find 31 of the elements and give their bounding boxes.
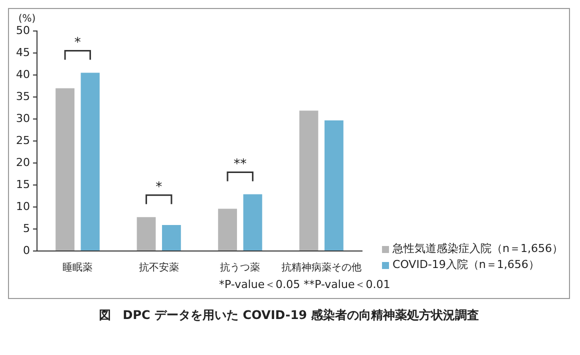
legend-label: COVID-19入院（n＝1,656）	[392, 257, 540, 273]
annotation: *	[156, 180, 163, 195]
bar	[243, 194, 262, 250]
y-tick-label: 20	[16, 156, 30, 169]
y-tick-label: 50	[16, 24, 30, 37]
bar	[299, 110, 318, 250]
text: 図 DPC データを用いた COVID-19 感染者の向精神薬処方状況調査	[98, 307, 480, 324]
x-tick-label: 抗不安薬	[138, 262, 179, 274]
bar	[324, 120, 344, 250]
y-tick-label: 45	[16, 46, 30, 59]
bar	[162, 225, 181, 250]
y-tick-label: 40	[16, 68, 30, 81]
bar	[136, 217, 156, 250]
annotation: **	[234, 157, 248, 172]
y-tick-label: 15	[16, 178, 30, 191]
y-tick-label: 25	[16, 134, 30, 147]
bar	[80, 72, 100, 250]
y-axis-title: (%)	[18, 14, 36, 25]
y-tick-label: 10	[16, 200, 30, 213]
x-tick-label: 抗精神病薬その他	[281, 262, 362, 274]
legend-label: 急性気道感染症入院（n＝1,656）	[392, 241, 563, 257]
x-tick-label: 睡眠薬	[62, 262, 93, 274]
annotation: *	[74, 36, 82, 51]
bar	[218, 208, 237, 250]
y-tick-label: 30	[16, 112, 30, 125]
x-tick-label: 抗うつ薬	[220, 262, 260, 274]
y-tick-label: 0	[22, 244, 30, 257]
text: *P-value＜0.05 **P-value＜0.01	[219, 277, 392, 292]
bar	[56, 88, 74, 250]
y-tick-label: 35	[16, 90, 30, 103]
y-tick-label: 5	[22, 222, 30, 235]
